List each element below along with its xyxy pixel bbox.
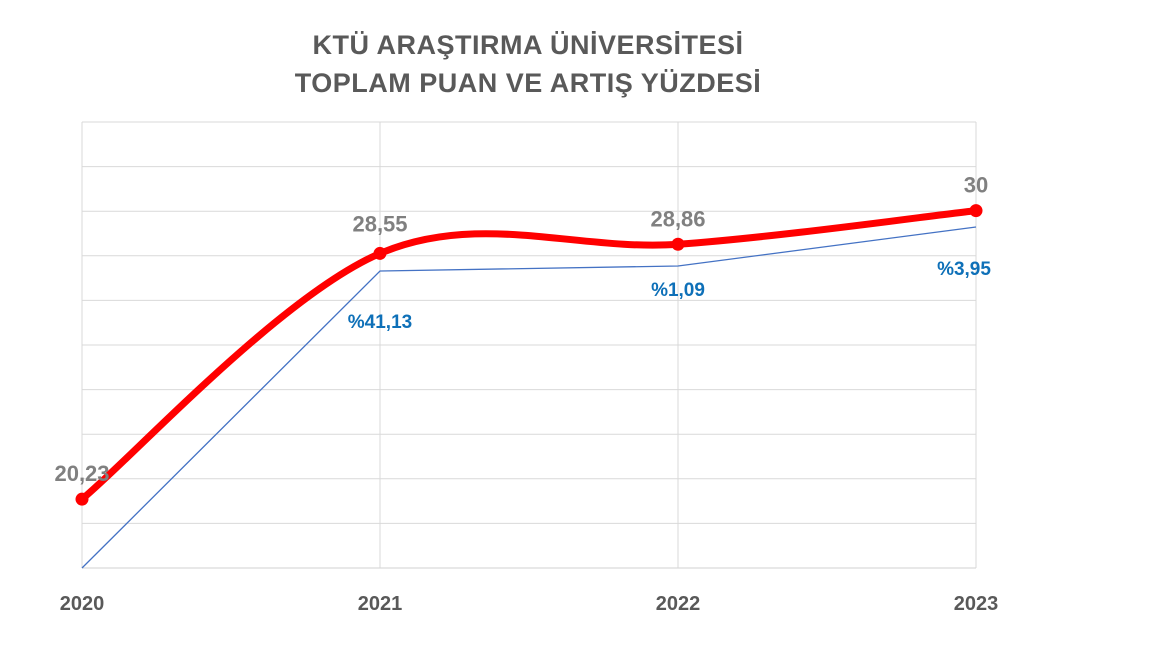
data-label-score: 30 xyxy=(964,173,988,198)
chart-title-line-2: TOPLAM PUAN VE ARTIŞ YÜZDESİ xyxy=(294,68,762,98)
x-tick-label: 2023 xyxy=(954,593,999,615)
data-label-percent: %41,13 xyxy=(348,312,412,333)
series-point xyxy=(75,492,89,506)
chart-title: KTÜ ARAŞTIRMA ÜNİVERSİTESİ TOPLAM PUAN V… xyxy=(0,26,1056,102)
series-point xyxy=(373,246,387,260)
data-label-score: 28,55 xyxy=(352,211,407,236)
chart-title-line-1: KTÜ ARAŞTIRMA ÜNİVERSİTESİ xyxy=(312,30,744,60)
series-line-score xyxy=(78,207,980,503)
x-tick-label: 2021 xyxy=(358,593,403,615)
data-label-score: 28,86 xyxy=(650,206,705,231)
series-point xyxy=(969,204,983,218)
data-label-percent: %3,95 xyxy=(937,259,991,280)
data-label-percent: %1,09 xyxy=(651,280,705,301)
data-label-score: 20,23 xyxy=(54,461,109,486)
x-tick-label: 2020 xyxy=(60,593,105,615)
series-point xyxy=(671,237,685,251)
series-line-percent xyxy=(81,226,977,569)
x-tick-label: 2022 xyxy=(656,593,701,615)
